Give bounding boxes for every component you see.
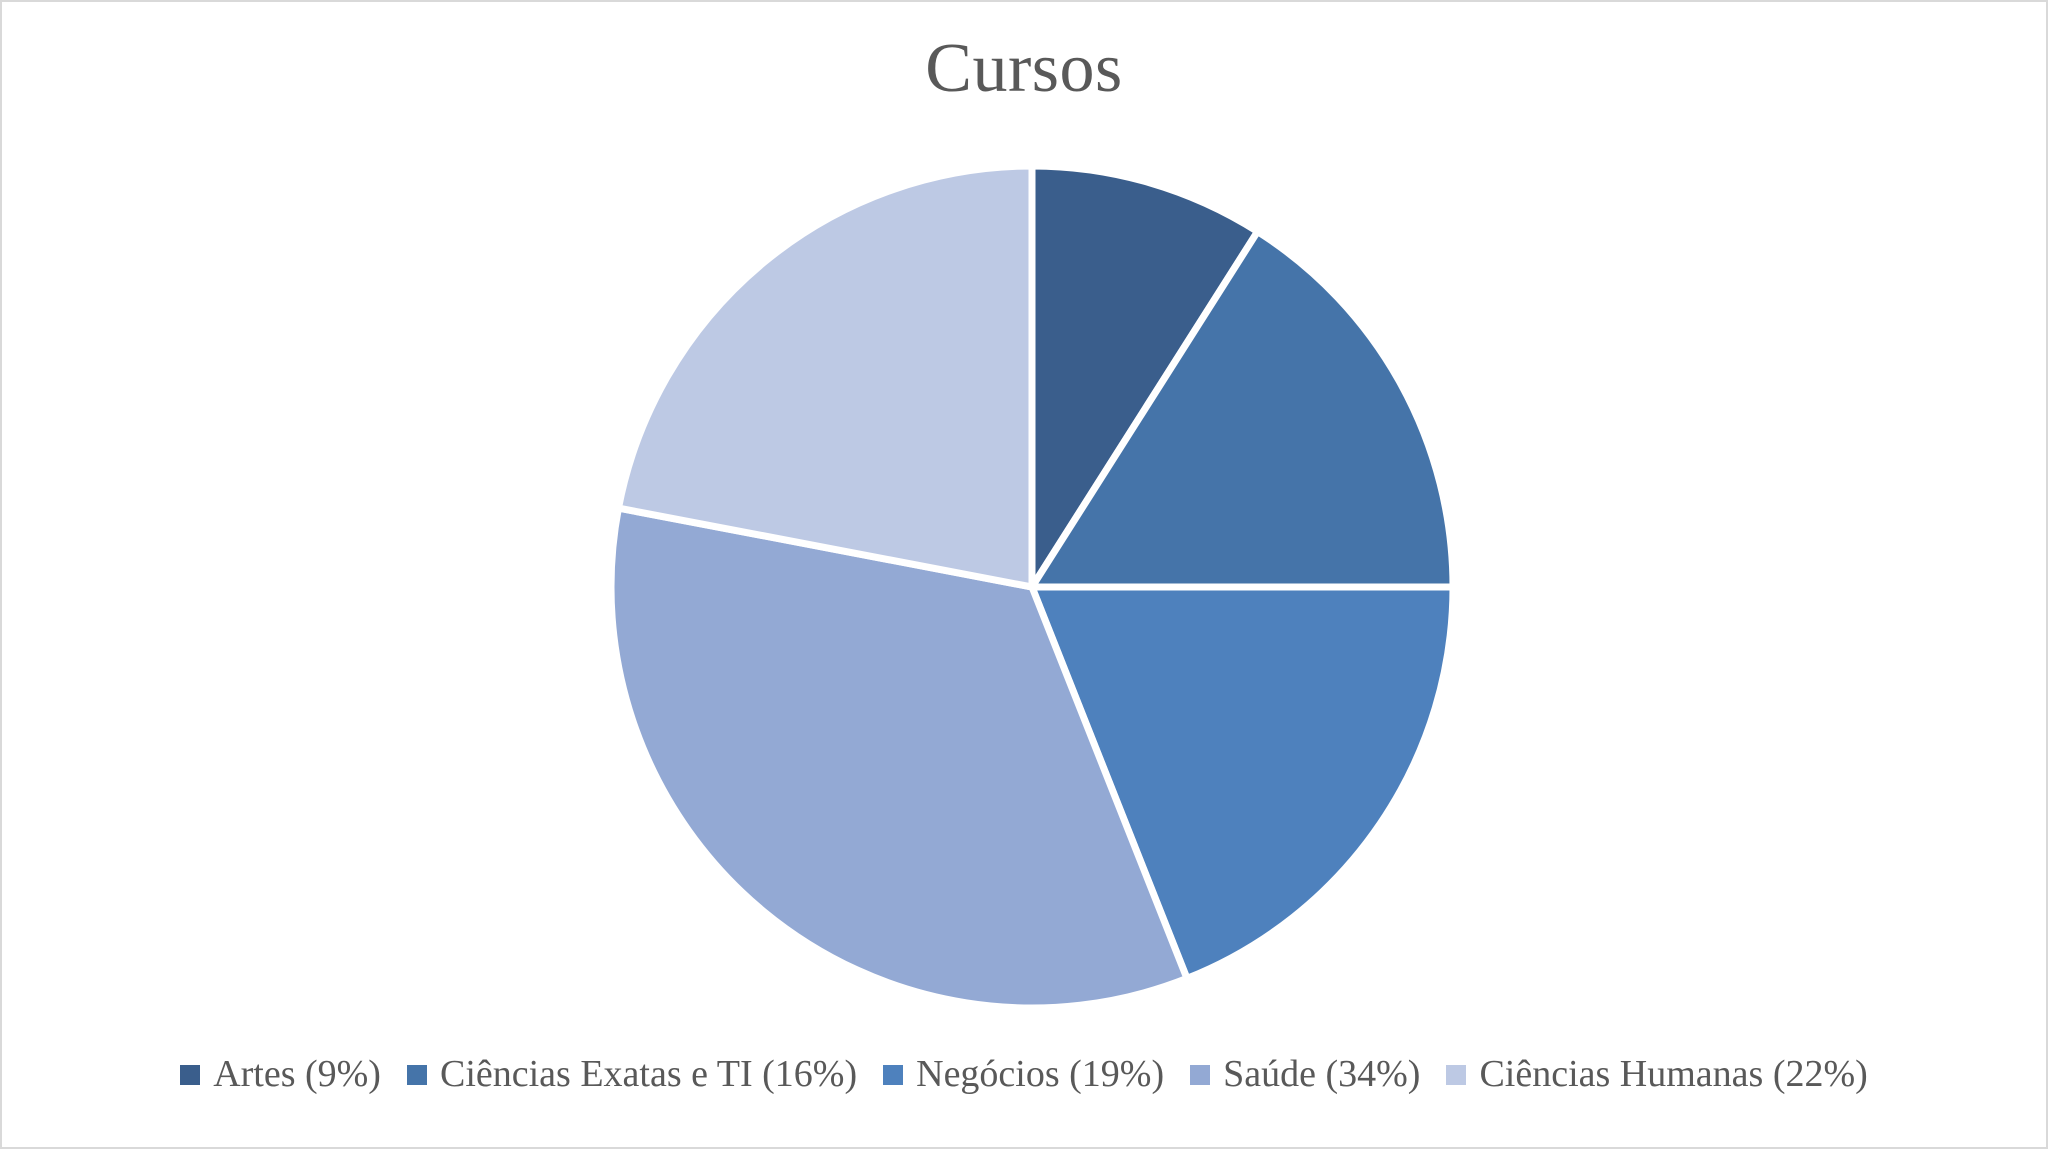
chart-legend: Artes (9%) Ciências Exatas e TI (16%) Negó…: [2, 1052, 2046, 1098]
legend-label: Ciências Humanas (22%): [1479, 1053, 1868, 1095]
pie-slice-saude: [607, 504, 1192, 1012]
legend-item-artes: Artes (9%): [180, 1052, 381, 1098]
legend-item-ciencias-humanas: Ciências Humanas (22%): [1446, 1052, 1868, 1098]
legend-marker-icon: [180, 1064, 201, 1085]
legend-marker-icon: [1446, 1064, 1467, 1085]
legend-marker-icon: [883, 1064, 904, 1085]
legend-label: Ciências Exatas e TI (16%): [439, 1053, 858, 1095]
chart-title: Cursos: [925, 30, 1123, 107]
legend-marker-icon: [406, 1064, 427, 1085]
legend-item-negocios: Negócios (19%): [883, 1052, 1164, 1098]
pie-slice-artes: [1028, 162, 1263, 600]
legend-label: Artes (9%): [213, 1053, 381, 1095]
legend-label: Saúde (34%): [1223, 1053, 1421, 1095]
legend-item-ciencias-exatas-e-ti: Ciências Exatas e TI (16%): [406, 1052, 858, 1098]
pie-slice-ciencias-humanas: [614, 162, 1036, 592]
legend-label: Negócios (19%): [916, 1053, 1165, 1095]
legend-item-saude: Saúde (34%): [1190, 1052, 1420, 1098]
legend-marker-icon: [1190, 1064, 1211, 1085]
pie-slice-negocios: [1026, 583, 1457, 983]
pie-slice-ciencias-exatas-e-ti: [1025, 226, 1457, 591]
